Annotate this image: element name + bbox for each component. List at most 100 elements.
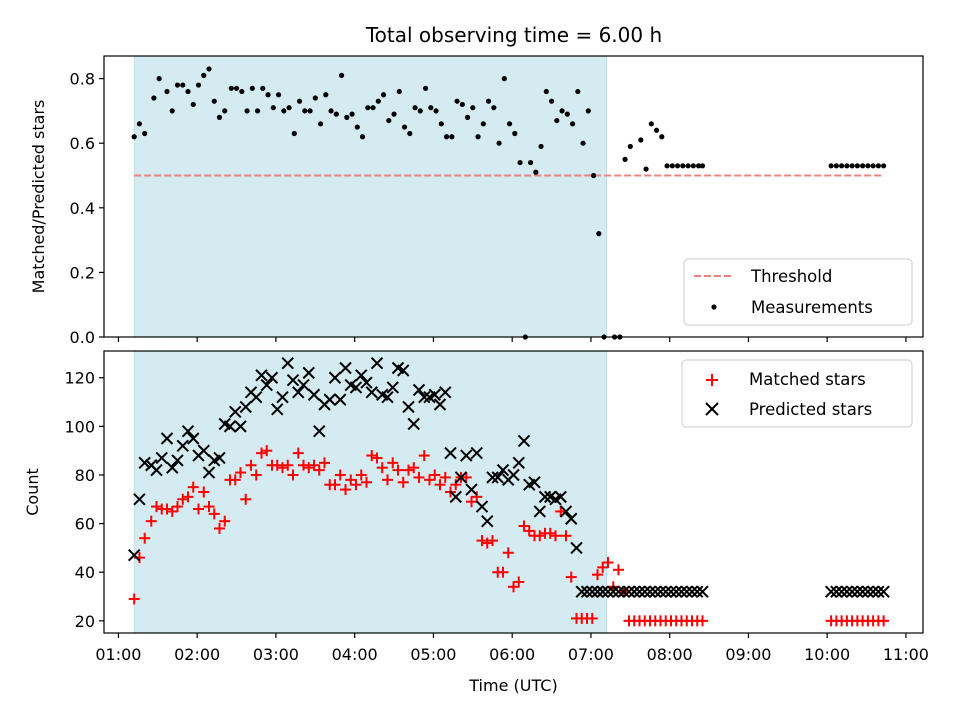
measurement-point <box>585 108 591 114</box>
predicted-x-b <box>155 451 168 465</box>
predicted-x-b <box>260 378 273 392</box>
predicted-star-point <box>638 585 651 598</box>
predicted-star-point <box>486 471 499 484</box>
measurement-point <box>222 108 228 114</box>
measurement-point <box>443 134 450 140</box>
predicted-x-b <box>234 420 247 433</box>
predicted-x-b <box>418 390 431 404</box>
predicted-star-point <box>449 490 462 504</box>
matched-star-point <box>177 493 189 505</box>
measurement-point <box>527 159 534 166</box>
measurement-point <box>496 140 502 146</box>
predicted-x-b <box>601 585 615 598</box>
predicted-x-b <box>538 490 552 504</box>
measurement-point <box>543 88 549 95</box>
predicted-x-b <box>213 451 226 465</box>
matched-star-point <box>434 479 446 491</box>
predicted-star-point <box>824 585 838 598</box>
predicted-x-b <box>496 463 510 477</box>
matched-star-point <box>250 469 262 481</box>
top-axes-frame <box>103 55 924 338</box>
matched-star-point <box>245 459 257 471</box>
measurement-point <box>596 231 602 237</box>
y-tick-label: 0.6 <box>70 134 95 153</box>
predicted-legend-swatch <box>705 402 719 416</box>
predicted-star-point <box>877 585 890 598</box>
predicted-x-b <box>507 468 520 482</box>
measurement-point <box>643 166 649 172</box>
matched-star-point <box>403 464 414 476</box>
predicted-star-point <box>313 425 326 438</box>
matched-star-point <box>292 447 304 459</box>
top-x-ticks <box>117 337 907 342</box>
predicted-star-point <box>628 585 641 598</box>
predicted-star-point <box>565 512 578 525</box>
measurement-point <box>648 121 654 127</box>
predicted-x-b <box>449 490 462 504</box>
predicted-x-b <box>271 403 284 416</box>
predicted-star-point <box>138 456 151 470</box>
predicted-x-b <box>580 585 594 598</box>
bottom-shaded-span <box>133 350 608 634</box>
matched-star-point <box>413 471 425 483</box>
measurement-point <box>860 163 866 169</box>
matched-star-point <box>466 496 477 508</box>
matched-star-point <box>602 557 614 568</box>
predicted-star-point <box>830 585 843 598</box>
predicted-star-point <box>507 468 520 482</box>
matched-star-point <box>334 469 346 481</box>
predicted-star-point <box>292 386 305 399</box>
matched-star-point <box>361 476 372 488</box>
predicted-star-point <box>861 585 875 598</box>
predicted-x-b <box>643 585 657 598</box>
predicted-star-point <box>496 463 510 477</box>
measurement-point <box>323 92 329 98</box>
matched-star-point <box>166 505 178 517</box>
measurement-point <box>533 169 539 175</box>
measurement-point <box>233 85 240 91</box>
predicted-star-point <box>381 390 394 404</box>
predicted-x-b <box>691 585 704 598</box>
matched-legend-label: Matched stars <box>749 370 866 389</box>
measurement-point <box>849 163 855 169</box>
predicted-star-point <box>491 471 504 484</box>
measurement-point <box>370 105 376 111</box>
measurement-point <box>428 105 434 111</box>
predicted-star-point <box>197 444 210 457</box>
predicted-x-b <box>171 454 184 467</box>
predicted-x-b <box>360 376 373 389</box>
predicted-star-point <box>664 585 678 598</box>
measurement-point <box>480 121 486 127</box>
predicted-star-point <box>612 585 625 598</box>
y-tick-label: 60 <box>75 515 95 534</box>
predicted-x-b <box>376 388 389 401</box>
x-tick-label: 05:00 <box>410 645 456 664</box>
predicted-star-point <box>150 463 163 477</box>
predicted-star-point <box>213 451 226 465</box>
matched-star-point <box>418 450 430 462</box>
predicted-x-b <box>265 371 279 384</box>
measurement-point <box>185 88 191 95</box>
predicted-star-point <box>591 585 604 598</box>
matched-star-point <box>878 615 890 627</box>
measurement-point <box>365 105 371 111</box>
matched-star-point <box>208 508 220 520</box>
measurements-legend-swatch <box>711 304 717 310</box>
matched-star-point <box>277 462 288 474</box>
measurement-point <box>354 124 360 130</box>
predicted-x-b <box>465 483 478 496</box>
matched-star-point <box>513 576 525 588</box>
predicted-star-point <box>171 454 184 467</box>
predicted-x-b <box>680 585 693 598</box>
predicted-star-point <box>397 364 410 377</box>
predicted-x-b <box>133 493 146 506</box>
measurement-point <box>627 143 633 150</box>
measurement-point <box>412 105 418 111</box>
measurement-point <box>470 105 476 111</box>
measurement-point <box>501 76 507 82</box>
measurement-point <box>174 82 181 88</box>
predicted-star-point <box>607 585 620 598</box>
measurement-point <box>228 85 234 91</box>
matched-star-point <box>366 450 378 462</box>
matched-star-point <box>187 481 199 493</box>
